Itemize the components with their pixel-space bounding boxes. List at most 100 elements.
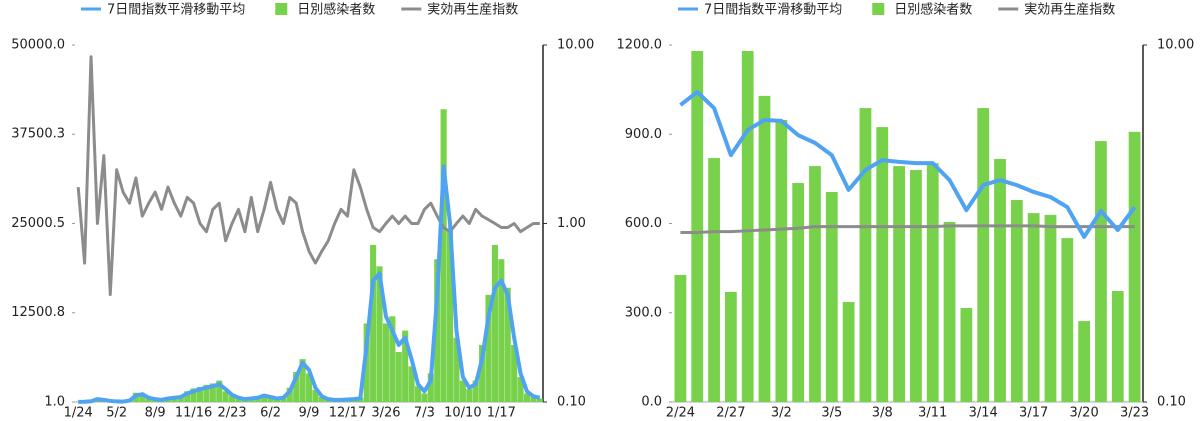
bar — [402, 330, 409, 402]
y-tick-label: 1.0 — [44, 395, 65, 410]
x-tick-label: 3/11 — [918, 406, 947, 421]
x-tick-label: 5/2 — [106, 406, 127, 421]
bar — [809, 166, 821, 402]
bar — [943, 222, 956, 402]
bar — [1078, 321, 1091, 402]
bar — [229, 395, 236, 402]
y-tick-label: 300.0 — [625, 305, 662, 320]
bar — [318, 397, 325, 402]
bar — [511, 344, 518, 402]
bar — [523, 393, 531, 402]
bar — [466, 389, 473, 402]
x-tick-label: 8/9 — [145, 406, 166, 421]
bar — [196, 387, 204, 402]
bar — [235, 398, 242, 402]
bar — [825, 191, 838, 402]
y-tick-label: 1200.0 — [617, 38, 663, 53]
x-tick-label: 6/2 — [260, 406, 281, 421]
bar — [139, 394, 146, 402]
bar — [1044, 214, 1057, 402]
bar — [267, 397, 274, 402]
bar — [926, 163, 939, 402]
bar — [363, 323, 370, 402]
line-series — [76, 55, 540, 297]
y2-tick-label: 10.00 — [1157, 38, 1194, 53]
bar — [724, 291, 737, 402]
x-tick-label: 3/20 — [1070, 406, 1099, 421]
bar — [389, 316, 396, 402]
bar — [674, 274, 687, 402]
y-tick-label: 0.0 — [641, 395, 662, 410]
x-tick-label: 1/17 — [487, 406, 516, 421]
legend-item: 日別感染者数 — [872, 2, 972, 18]
bar — [261, 394, 268, 402]
bar — [1128, 131, 1141, 402]
bar — [382, 323, 389, 402]
y-tick-label: 900.0 — [625, 127, 662, 142]
bar — [504, 287, 511, 402]
legend-item: 7日間指数平滑移動平均 — [678, 3, 842, 18]
legend-label: 実効再生産指数 — [1024, 2, 1115, 18]
bar — [1111, 291, 1124, 402]
bar — [299, 359, 306, 402]
x-tick-label: 3/2 — [771, 406, 792, 421]
bar — [708, 158, 720, 402]
bar — [842, 302, 855, 402]
bar — [370, 244, 377, 402]
bar — [395, 352, 402, 402]
bar — [876, 127, 889, 403]
bar — [1061, 238, 1074, 402]
line-series — [679, 90, 1137, 239]
legend-label: 7日間指数平滑移動平均 — [704, 3, 842, 18]
legend-item: 日別感染者数 — [275, 2, 375, 18]
bar — [427, 373, 434, 402]
bar — [376, 266, 383, 402]
bar — [453, 337, 460, 402]
bar — [893, 166, 905, 402]
bar — [1027, 213, 1040, 402]
x-tick-label: 10/10 — [444, 406, 481, 421]
bar — [440, 109, 447, 402]
bar — [758, 95, 771, 402]
bar — [459, 380, 466, 402]
y2-tick-label: 0.10 — [1157, 395, 1186, 410]
legend-swatch — [275, 3, 288, 15]
legend-item: 7日間指数平滑移動平均 — [81, 3, 245, 18]
bar — [408, 366, 415, 402]
bar — [691, 50, 704, 402]
y2-tick-label: 0.10 — [557, 395, 586, 410]
bar — [293, 372, 300, 402]
bar — [254, 398, 261, 402]
bar — [222, 391, 229, 402]
y-tick-label: 12500.8 — [11, 305, 65, 320]
x-tick-label: 3/14 — [969, 406, 998, 421]
bar — [421, 393, 428, 402]
x-tick-label: 9/9 — [299, 406, 320, 421]
bar — [977, 108, 990, 402]
bar — [536, 398, 543, 402]
legend-item: 実効再生産指数 — [998, 2, 1115, 18]
bar — [859, 108, 872, 402]
y-tick-label: 600.0 — [625, 216, 662, 231]
y-tick-label: 50000.0 — [11, 38, 65, 53]
x-tick-label: 1/24 — [64, 406, 93, 421]
bar — [472, 380, 479, 402]
bar — [177, 396, 184, 402]
bar — [479, 344, 486, 402]
x-tick-label: 12/17 — [329, 406, 366, 421]
bar — [184, 391, 191, 402]
bar — [171, 398, 178, 402]
line-series — [680, 224, 1135, 235]
x-tick-label: 3/23 — [1120, 406, 1149, 421]
bar — [209, 383, 216, 402]
bar — [910, 169, 922, 402]
bar — [203, 384, 210, 402]
legend-swatch — [872, 3, 885, 15]
x-tick-label: 2/24 — [666, 406, 695, 421]
y-tick-label: 37500.3 — [11, 127, 65, 142]
bar — [741, 50, 754, 402]
x-tick-label: 11/16 — [175, 406, 212, 421]
bar — [305, 373, 313, 402]
x-tick-label: 3/17 — [1019, 406, 1048, 421]
